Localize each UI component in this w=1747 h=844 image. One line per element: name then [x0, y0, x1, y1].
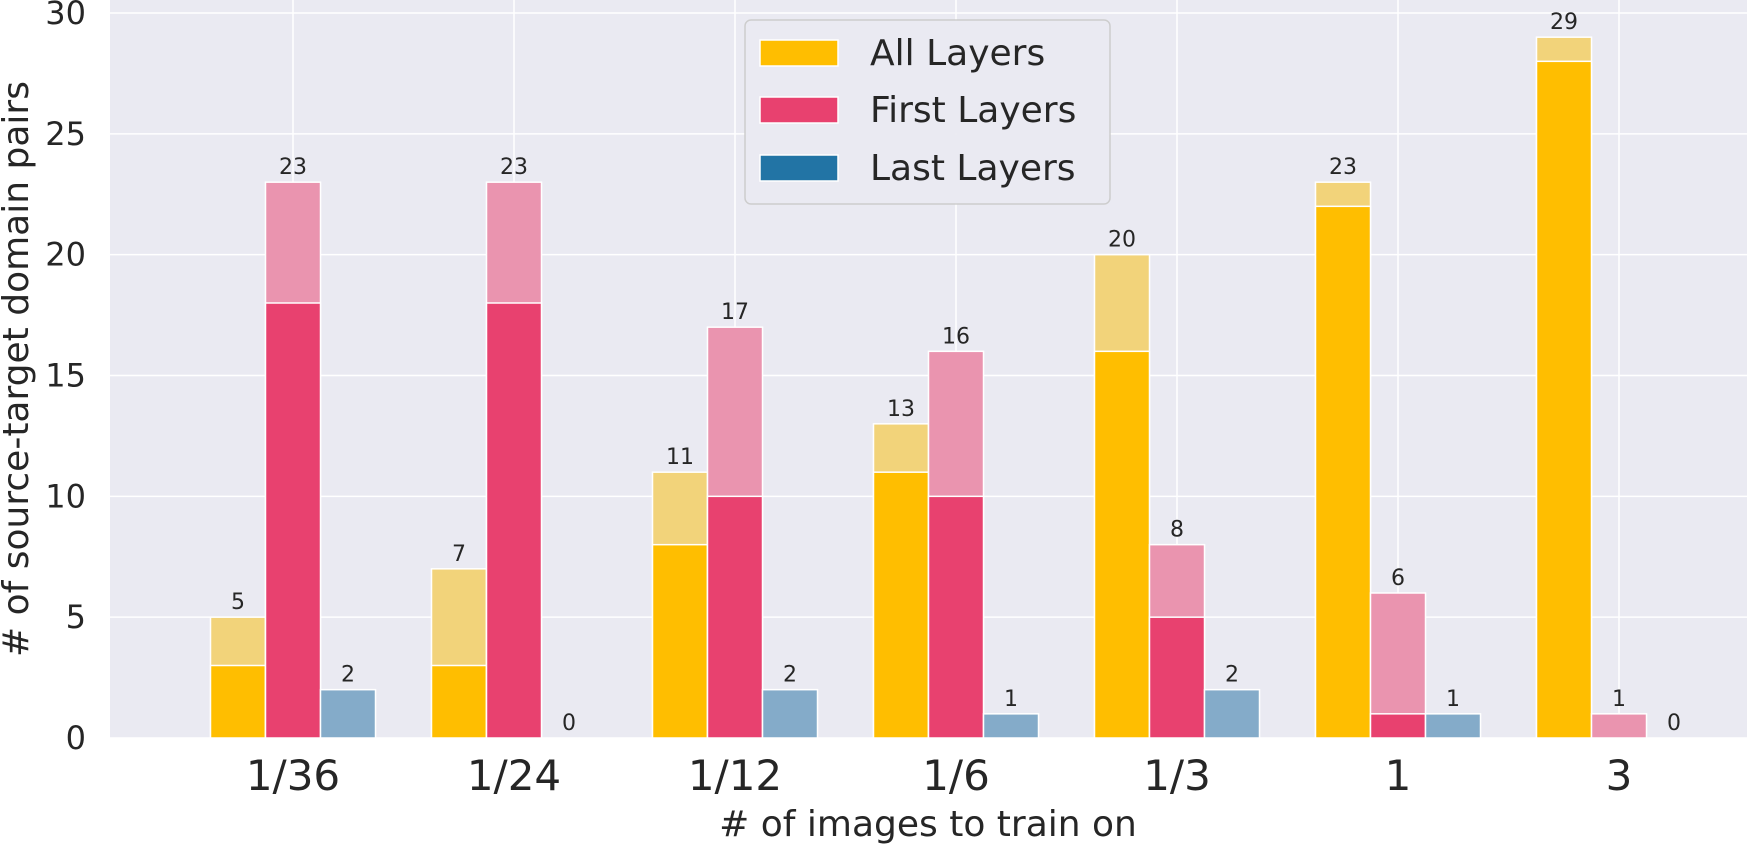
- bar-first-layers-solid: [706, 495, 764, 739]
- bar-all-layers-solid: [651, 543, 709, 739]
- data-label-first-layers: 6: [1391, 566, 1405, 591]
- y-tick-label: 0: [66, 719, 86, 757]
- bar-first-layers-solid: [927, 495, 985, 739]
- data-label-all-layers: 20: [1108, 228, 1136, 253]
- bar-all-layers-solid: [430, 664, 488, 739]
- bar-last-layers-total: [761, 688, 819, 739]
- legend-swatch-last-layers: [759, 154, 839, 182]
- y-axis-ticks: 0 5 10 15 20 25 30: [45, 0, 86, 757]
- bar-all-layers-solid: [209, 664, 267, 739]
- legend-label-first-layers: First Layers: [870, 90, 1076, 131]
- y-axis-label: # of source-target domain pairs: [0, 81, 37, 657]
- bar-first-layers-solid: [264, 302, 322, 739]
- y-tick-label: 15: [45, 357, 86, 395]
- y-tick-label: 25: [45, 115, 86, 153]
- data-label-last-layers: 2: [783, 663, 797, 688]
- x-tick-label: 1/12: [688, 751, 782, 800]
- bar-last-layers-total: [982, 713, 1040, 739]
- bar-last-layers-total: [319, 688, 377, 739]
- bar-last-layers-total: [1203, 688, 1261, 739]
- legend: All Layers First Layers Last Layers: [744, 19, 1111, 205]
- legend-label-last-layers: Last Layers: [870, 148, 1076, 189]
- data-label-first-layers: 17: [721, 300, 749, 325]
- data-label-last-layers: 2: [341, 663, 355, 688]
- x-tick-label: 1/6: [922, 751, 990, 800]
- y-tick-label: 30: [45, 0, 86, 32]
- bar-first-layers-total: [1590, 713, 1648, 739]
- data-label-first-layers: 23: [279, 155, 307, 180]
- data-label-last-layers: 1: [1004, 687, 1018, 712]
- legend-label-all-layers: All Layers: [870, 33, 1045, 74]
- bar-first-layers-solid: [485, 302, 543, 739]
- y-tick-label: 20: [45, 236, 86, 274]
- data-label-last-layers: 2: [1225, 663, 1239, 688]
- x-tick-label: 1/24: [467, 751, 561, 800]
- x-tick-label: 1: [1385, 751, 1412, 800]
- bar-first-layers-solid: [1369, 713, 1427, 739]
- data-label-first-layers: 23: [500, 155, 528, 180]
- x-tick-label: 1/36: [246, 751, 340, 800]
- y-tick-label: 10: [45, 477, 86, 515]
- data-label-last-layers: 0: [562, 711, 576, 736]
- bar-all-layers-solid: [872, 471, 930, 739]
- bar-last-layers-total: [1424, 713, 1482, 739]
- legend-swatch-first-layers: [759, 96, 839, 124]
- x-axis-ticks: 1/36 1/24 1/12 1/6 1/3 1 3: [246, 751, 1633, 800]
- data-label-all-layers: 13: [887, 397, 915, 422]
- x-tick-label: 1/3: [1143, 751, 1211, 800]
- x-axis-label: # of images to train on: [719, 804, 1137, 844]
- data-label-all-layers: 5: [231, 590, 245, 615]
- data-label-first-layers: 8: [1170, 518, 1184, 543]
- x-tick-label: 3: [1606, 751, 1633, 800]
- legend-swatch-all-layers: [759, 39, 839, 67]
- data-label-all-layers: 29: [1550, 10, 1578, 35]
- data-label-first-layers: 16: [942, 324, 970, 349]
- y-tick-label: 5: [66, 598, 86, 636]
- data-label-all-layers: 7: [452, 542, 466, 567]
- data-label-first-layers: 1: [1612, 687, 1626, 712]
- data-label-last-layers: 0: [1667, 711, 1681, 736]
- data-label-all-layers: 11: [666, 445, 694, 470]
- bars: [209, 36, 1648, 739]
- bar-first-layers-solid: [1148, 616, 1206, 739]
- bar-all-layers-solid: [1314, 205, 1372, 739]
- data-label-last-layers: 1: [1446, 687, 1460, 712]
- bar-all-layers-solid: [1535, 60, 1593, 739]
- bar-all-layers-solid: [1093, 350, 1151, 739]
- data-label-all-layers: 23: [1329, 155, 1357, 180]
